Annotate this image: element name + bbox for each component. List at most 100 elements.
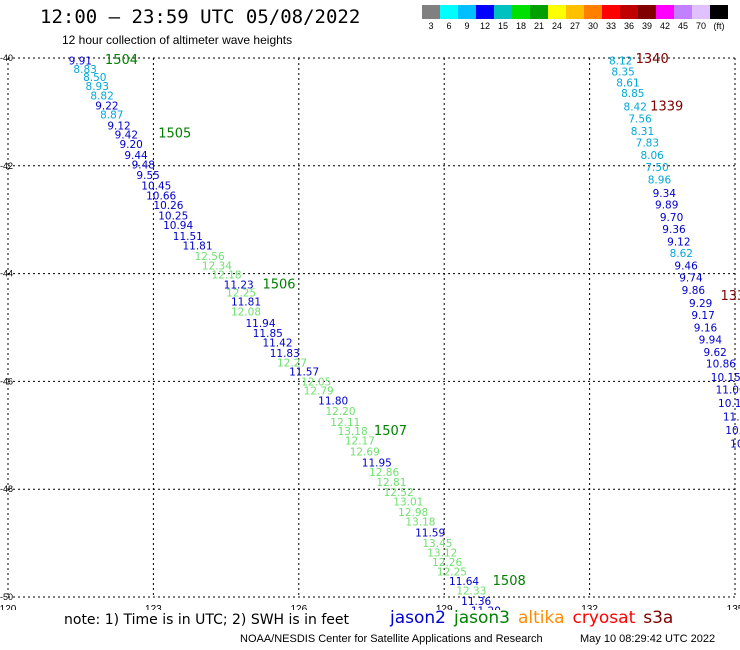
data-points: 9.918.838.508.938.829.228.879.129.429.20… — [69, 56, 740, 610]
wave-height-point: 12.11 — [330, 417, 360, 429]
wave-height-point: 11.94 — [245, 318, 275, 330]
color-scale-label: 45 — [677, 21, 688, 31]
wave-height-point: 7.56 — [628, 113, 652, 125]
wave-height-point: 9.29 — [689, 298, 712, 310]
wave-height-point: 8.31 — [631, 126, 654, 138]
wave-height-point: 12.27 — [277, 358, 307, 370]
wave-height-point: 12.52 — [384, 487, 414, 499]
color-scale-swatch — [422, 5, 440, 19]
color-scale-swatch — [566, 5, 584, 19]
y-tick-label: -42 — [0, 161, 13, 171]
color-scale-label: 27 — [569, 21, 580, 31]
pass-time-label: 1507 — [374, 424, 407, 439]
color-scale-swatch — [620, 5, 638, 19]
generated-timestamp: May 10 08:29:42 UTC 2022 — [580, 633, 716, 645]
wave-height-point: 10.94 — [163, 220, 193, 232]
x-tick-label: 132 — [581, 604, 598, 610]
color-scale-swatch — [512, 5, 530, 19]
credit-text: NOAA/NESDIS Center for Satellite Applica… — [240, 633, 543, 645]
color-scale-label: 18 — [515, 21, 526, 31]
wave-height-point: 11.81 — [231, 297, 261, 309]
wave-height-point: 9.44 — [124, 150, 148, 162]
pass-time-label: 1506 — [262, 277, 295, 292]
color-scale-label: 33 — [605, 21, 616, 31]
pass-time-label: 1504 — [105, 53, 138, 68]
wave-height-point: 9.17 — [691, 310, 714, 322]
footer-note: note: 1) Time is in UTC; 2) SWH is in fe… — [64, 612, 350, 628]
color-scale-swatch — [440, 5, 458, 19]
wave-height-point: 9.12 — [667, 236, 690, 248]
satellite-legend-item: altika — [518, 608, 565, 628]
wave-height-point: 11.0 — [723, 411, 740, 423]
wave-height-point: 8.61 — [616, 77, 639, 89]
color-scale-swatch — [584, 5, 602, 19]
color-scale-swatch — [476, 5, 494, 19]
satellite-legend-item: cryosat — [572, 608, 636, 628]
wave-height-point: 13.45 — [422, 538, 452, 550]
wave-height-point: 9.20 — [119, 139, 142, 151]
wave-height-point: 12.26 — [432, 557, 462, 569]
color-scale-label: 12 — [479, 21, 490, 31]
wave-height-point: 11.36 — [461, 596, 491, 608]
y-tick-label: -44 — [0, 269, 13, 279]
wave-height-point: 9.34 — [653, 188, 677, 200]
wave-height-point: 7.50 — [645, 162, 668, 174]
chart-title: 12:00 — 23:59 UTC 05/08/2022 — [40, 6, 361, 28]
pass-time-label: 1508 — [493, 574, 526, 589]
time-labels: 1504 1505 1506 1507 1508 1340 1339 133 — [105, 52, 740, 589]
x-tick-label: 123 — [145, 604, 162, 610]
color-scale-swatch — [710, 5, 728, 19]
color-scale-swatch — [602, 5, 620, 19]
wave-height-point: 9.36 — [662, 224, 686, 236]
color-scale-label: 9 — [464, 21, 470, 31]
color-scale-label: 6 — [446, 21, 452, 31]
x-tick-label: 126 — [290, 604, 307, 610]
satellite-legend-item: s3a — [643, 608, 674, 628]
wave-height-point: 12.05 — [301, 376, 331, 388]
pass-time-label: 133 — [720, 289, 740, 304]
wave-height-point: 9.55 — [136, 170, 159, 182]
wave-height-point: 10.11 — [718, 398, 740, 410]
wave-height-point: 8.12 — [609, 56, 632, 68]
wave-height-point: 12.17 — [345, 436, 375, 448]
color-scale-label: 42 — [659, 21, 670, 31]
wave-height-point: 9.86 — [682, 285, 706, 297]
x-tick-label: 129 — [436, 604, 453, 610]
wave-height-point: 10.86 — [706, 359, 736, 371]
wave-height-point: 11.51 — [173, 231, 203, 243]
color-scale-swatch — [674, 5, 692, 19]
wave-height-chart: 120 123 126 129 132 135 -40 -42 -44 -46 -48 -50 9.9… — [0, 52, 740, 610]
wave-height-point: 11.20 — [471, 605, 501, 610]
wave-height-point: 11.59 — [415, 527, 445, 539]
wave-height-point: 11.81 — [182, 241, 212, 253]
color-scale-swatch — [530, 5, 548, 19]
color-scale-label: 36 — [623, 21, 634, 31]
wave-height-point: 8.35 — [611, 66, 634, 78]
wave-height-point: 8.82 — [90, 91, 113, 103]
wave-height-point: 8.85 — [621, 88, 644, 100]
axis-labels: 120 123 126 129 132 135 -40 -42 -44 -46 -48 -50 — [0, 53, 740, 610]
grid-lines — [7, 57, 736, 598]
wave-height-point: 11.00 — [716, 384, 740, 396]
color-scale-label: 39 — [641, 21, 652, 31]
wave-height-point: 8.62 — [670, 248, 693, 260]
wave-height-point: 13.18 — [405, 517, 435, 529]
wave-height-point: 9.48 — [132, 160, 155, 172]
wave-height-point: 9.42 — [115, 130, 138, 142]
wave-height-point: 9.16 — [694, 323, 718, 335]
wave-height-point: 13.18 — [338, 426, 368, 438]
y-tick-label: -40 — [0, 53, 13, 63]
wave-height-point: 9.62 — [703, 347, 726, 359]
color-scale-labels: 3 6 9 12 15 18 21 24 27 30 33 36 39 42 45 70 (ft) — [422, 21, 728, 31]
wave-height-point: 8.87 — [100, 110, 123, 122]
pass-time-label: 1339 — [650, 99, 683, 114]
color-scale-label: 21 — [533, 21, 544, 31]
wave-height-point: 12.86 — [369, 467, 399, 479]
x-tick-label: 135 — [727, 604, 740, 610]
color-scale-swatch — [548, 5, 566, 19]
color-scale-label: 30 — [587, 21, 598, 31]
wave-height-point: 13.01 — [393, 497, 423, 509]
wave-height-point: 12.56 — [195, 251, 225, 263]
color-scale-label: 70 — [695, 21, 706, 31]
wave-height-point: 12.34 — [202, 261, 232, 273]
